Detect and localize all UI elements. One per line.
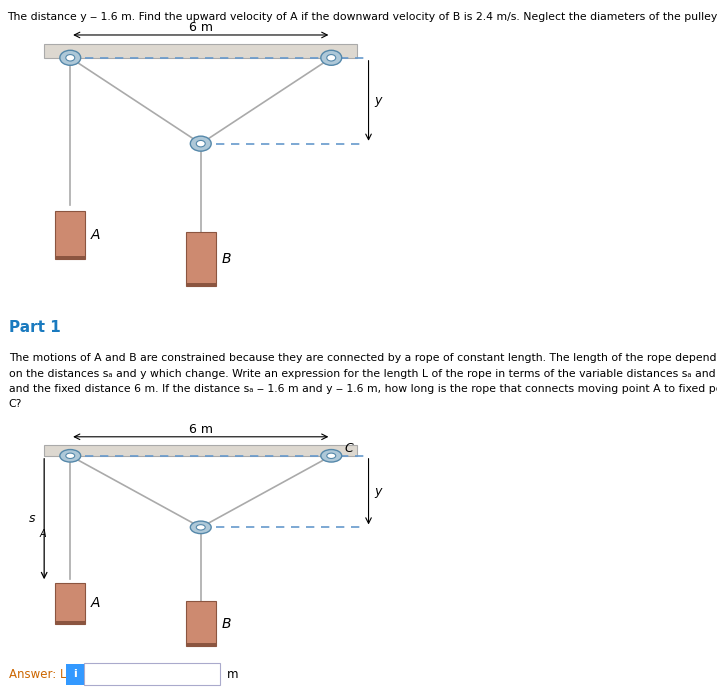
Text: Part 1: Part 1	[9, 320, 60, 334]
Circle shape	[327, 54, 336, 61]
Bar	[44, 44, 357, 58]
Text: 6 m: 6 m	[189, 21, 213, 34]
Bar	[55, 211, 85, 259]
Circle shape	[196, 140, 205, 147]
Circle shape	[320, 50, 342, 65]
Bar	[44, 444, 357, 455]
Bar	[186, 601, 216, 646]
Text: 6 m: 6 m	[189, 422, 213, 436]
Text: B: B	[222, 252, 231, 266]
Text: B: B	[222, 616, 231, 630]
Text: A: A	[91, 596, 100, 610]
Circle shape	[196, 525, 205, 530]
Text: y: y	[374, 94, 381, 107]
Text: A: A	[39, 529, 47, 539]
Text: s: s	[29, 513, 36, 526]
Text: The distance y ‒ 1.6 m. Find the upward velocity of A if the downward velocity o: The distance y ‒ 1.6 m. Find the upward …	[7, 12, 717, 22]
Text: m: m	[227, 668, 239, 680]
Text: y: y	[374, 485, 381, 498]
Circle shape	[320, 449, 342, 462]
Text: The motions of A and B are constrained because they are connected by a rope of c: The motions of A and B are constrained b…	[9, 354, 717, 409]
Text: i: i	[73, 669, 77, 679]
Circle shape	[327, 453, 336, 458]
Bar	[186, 643, 216, 646]
Circle shape	[60, 50, 81, 65]
Text: C: C	[344, 442, 353, 455]
Circle shape	[190, 521, 212, 534]
Text: Answer: L ‒: Answer: L ‒	[9, 668, 77, 680]
Bar	[55, 583, 85, 623]
Bar	[66, 664, 84, 685]
Bar	[55, 256, 85, 259]
Circle shape	[60, 449, 81, 462]
Bar	[84, 663, 220, 685]
Bar	[55, 621, 85, 623]
Circle shape	[66, 453, 75, 458]
Circle shape	[190, 136, 212, 151]
Bar	[186, 233, 216, 286]
Bar	[186, 283, 216, 286]
Text: A: A	[91, 228, 100, 242]
Circle shape	[66, 54, 75, 61]
